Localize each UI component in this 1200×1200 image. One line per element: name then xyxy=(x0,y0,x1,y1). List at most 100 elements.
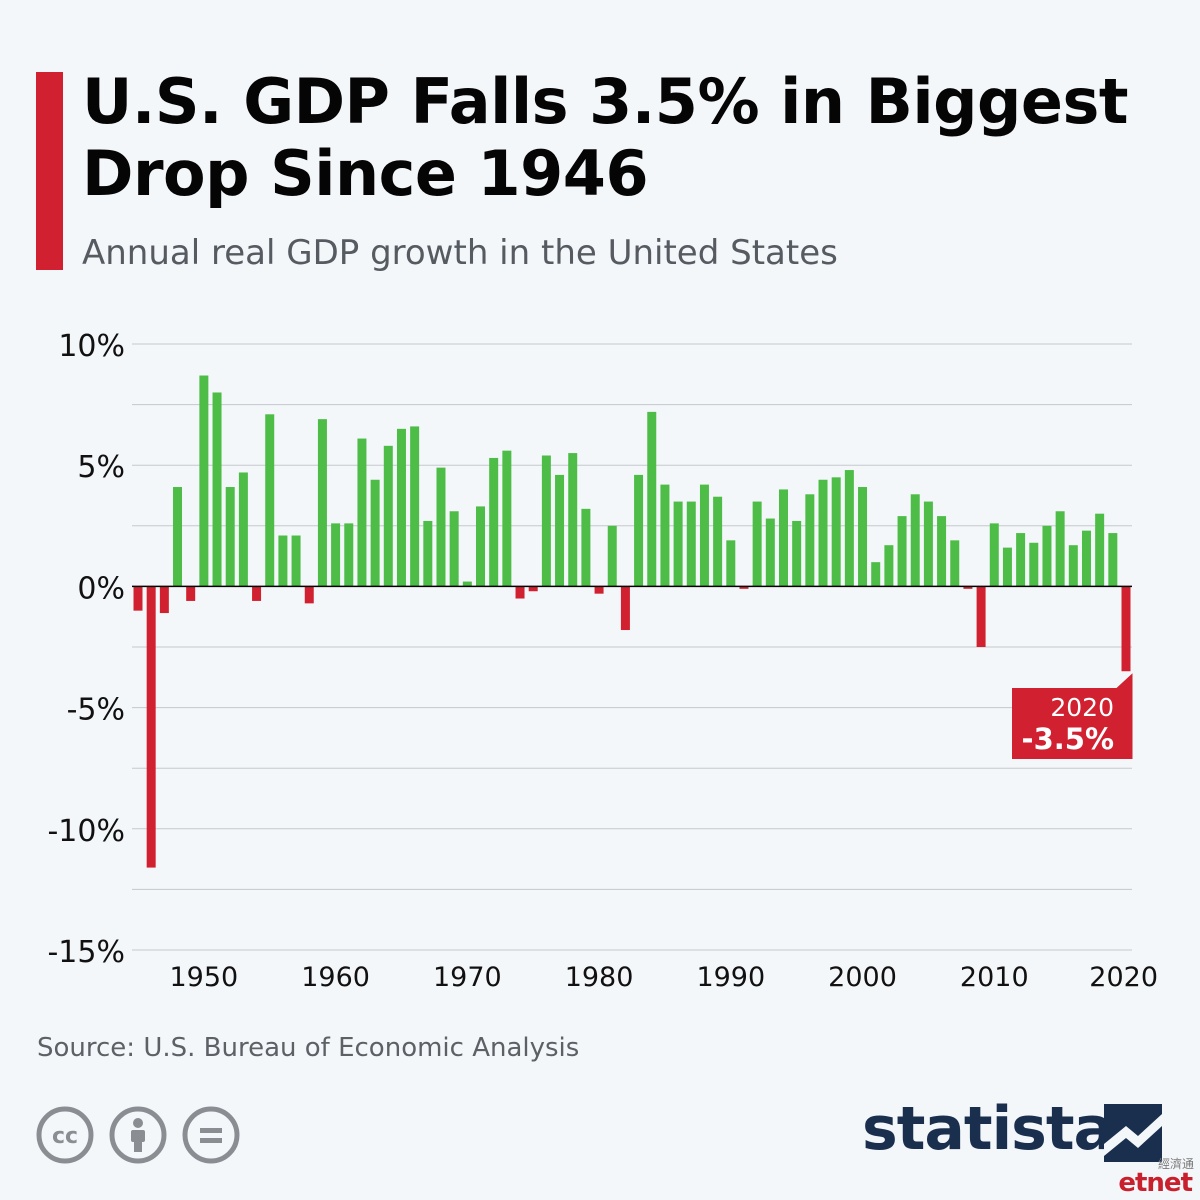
bar xyxy=(146,586,156,868)
bar xyxy=(937,516,947,587)
bar xyxy=(594,586,604,594)
bar xyxy=(555,474,565,587)
x-tick-label: 2020 xyxy=(1089,962,1158,993)
bar xyxy=(647,411,657,587)
bar xyxy=(634,474,644,587)
bar xyxy=(1121,586,1131,672)
callout-box xyxy=(1012,673,1133,759)
bar xyxy=(502,450,512,587)
bar xyxy=(976,586,986,647)
bar xyxy=(1068,545,1078,587)
bar xyxy=(989,523,999,587)
x-tick-label: 1990 xyxy=(696,962,765,993)
bar xyxy=(357,438,367,587)
bar xyxy=(1002,547,1012,587)
bars xyxy=(133,375,1131,868)
bar xyxy=(1081,530,1091,587)
y-tick-label: 10% xyxy=(58,329,125,364)
gridlines xyxy=(132,343,1132,951)
bar xyxy=(620,586,630,631)
brand-wordmark: statista xyxy=(862,1094,1114,1164)
page-title: U.S. GDP Falls 3.5% in Biggest Drop Sinc… xyxy=(82,65,1129,210)
bar xyxy=(778,489,788,587)
y-tick-label: -5% xyxy=(67,693,125,728)
bar xyxy=(396,428,406,587)
no-derivatives-icon[interactable] xyxy=(182,1106,240,1164)
bar xyxy=(173,487,183,587)
bar xyxy=(449,511,459,587)
x-axis-labels: 1950 1960 1970 1980 1990 2000 2010 2020 xyxy=(170,962,1158,993)
bar xyxy=(186,586,196,601)
bar xyxy=(423,520,433,587)
title-accent-bar xyxy=(36,72,63,270)
bar xyxy=(304,586,314,604)
bar xyxy=(858,487,868,587)
y-axis-labels: 10% 5% 0% -5% -10% -15% xyxy=(47,329,125,970)
bar xyxy=(278,535,288,587)
bar xyxy=(963,586,973,589)
bar xyxy=(897,516,907,587)
x-tick-label: 2010 xyxy=(960,962,1029,993)
x-tick-label: 1950 xyxy=(170,962,239,993)
y-tick-label: 5% xyxy=(77,450,125,485)
bar xyxy=(133,586,143,611)
bar xyxy=(673,501,683,587)
y-tick-label: -10% xyxy=(47,814,125,849)
bar xyxy=(515,586,525,599)
bar xyxy=(818,479,828,587)
bar xyxy=(541,455,551,587)
x-tick-label: 1960 xyxy=(301,962,370,993)
bar xyxy=(910,494,920,587)
callout-2020: 2020-3.5% xyxy=(1012,673,1133,759)
bar xyxy=(752,501,762,587)
bar xyxy=(844,470,854,587)
bar xyxy=(950,540,960,587)
bar xyxy=(568,453,578,587)
y-tick-label: 0% xyxy=(77,571,125,606)
bar xyxy=(528,586,538,592)
bar xyxy=(1108,533,1118,587)
attribution-icon[interactable] xyxy=(109,1106,167,1164)
bar xyxy=(344,523,354,587)
bar xyxy=(370,479,380,587)
statista-mark-icon xyxy=(1104,1104,1162,1162)
bar xyxy=(476,506,486,587)
watermark-cn: 經濟通 xyxy=(1157,1157,1194,1171)
bar xyxy=(1042,525,1052,587)
bar xyxy=(291,535,301,587)
bar xyxy=(436,467,446,587)
bar xyxy=(238,472,248,587)
statista-logo[interactable]: statista xyxy=(862,1094,1182,1194)
x-tick-label: 2000 xyxy=(828,962,897,993)
bar xyxy=(686,501,696,587)
gdp-bar-chart: 10% 5% 0% -5% -10% -15% 1950 1960 1970 1980 1990 2… xyxy=(47,329,1158,993)
bar xyxy=(1016,533,1026,587)
bar xyxy=(805,494,815,587)
bar xyxy=(159,586,169,614)
svg-text:cc: cc xyxy=(52,1124,78,1149)
bar xyxy=(331,523,341,587)
bar xyxy=(225,487,235,587)
bar xyxy=(1055,511,1065,587)
bar xyxy=(317,419,327,587)
license-icons: cc xyxy=(36,1106,240,1164)
bar xyxy=(607,525,617,587)
bar xyxy=(699,484,709,587)
bar xyxy=(884,545,894,587)
bar xyxy=(792,520,802,587)
bar xyxy=(199,375,209,587)
bar xyxy=(212,392,222,587)
cc-icon[interactable]: cc xyxy=(36,1106,94,1164)
x-tick-label: 1980 xyxy=(565,962,634,993)
y-tick-label: -15% xyxy=(47,935,125,970)
callout-year: 2020 xyxy=(1050,693,1114,722)
x-tick-label: 1970 xyxy=(433,962,502,993)
bar xyxy=(1095,513,1105,587)
bar xyxy=(252,586,262,601)
bar xyxy=(265,414,275,587)
bar xyxy=(831,477,841,587)
bar xyxy=(410,426,420,587)
bar xyxy=(765,518,775,587)
bar xyxy=(1029,542,1039,587)
page-subtitle: Annual real GDP growth in the United Sta… xyxy=(82,233,838,273)
